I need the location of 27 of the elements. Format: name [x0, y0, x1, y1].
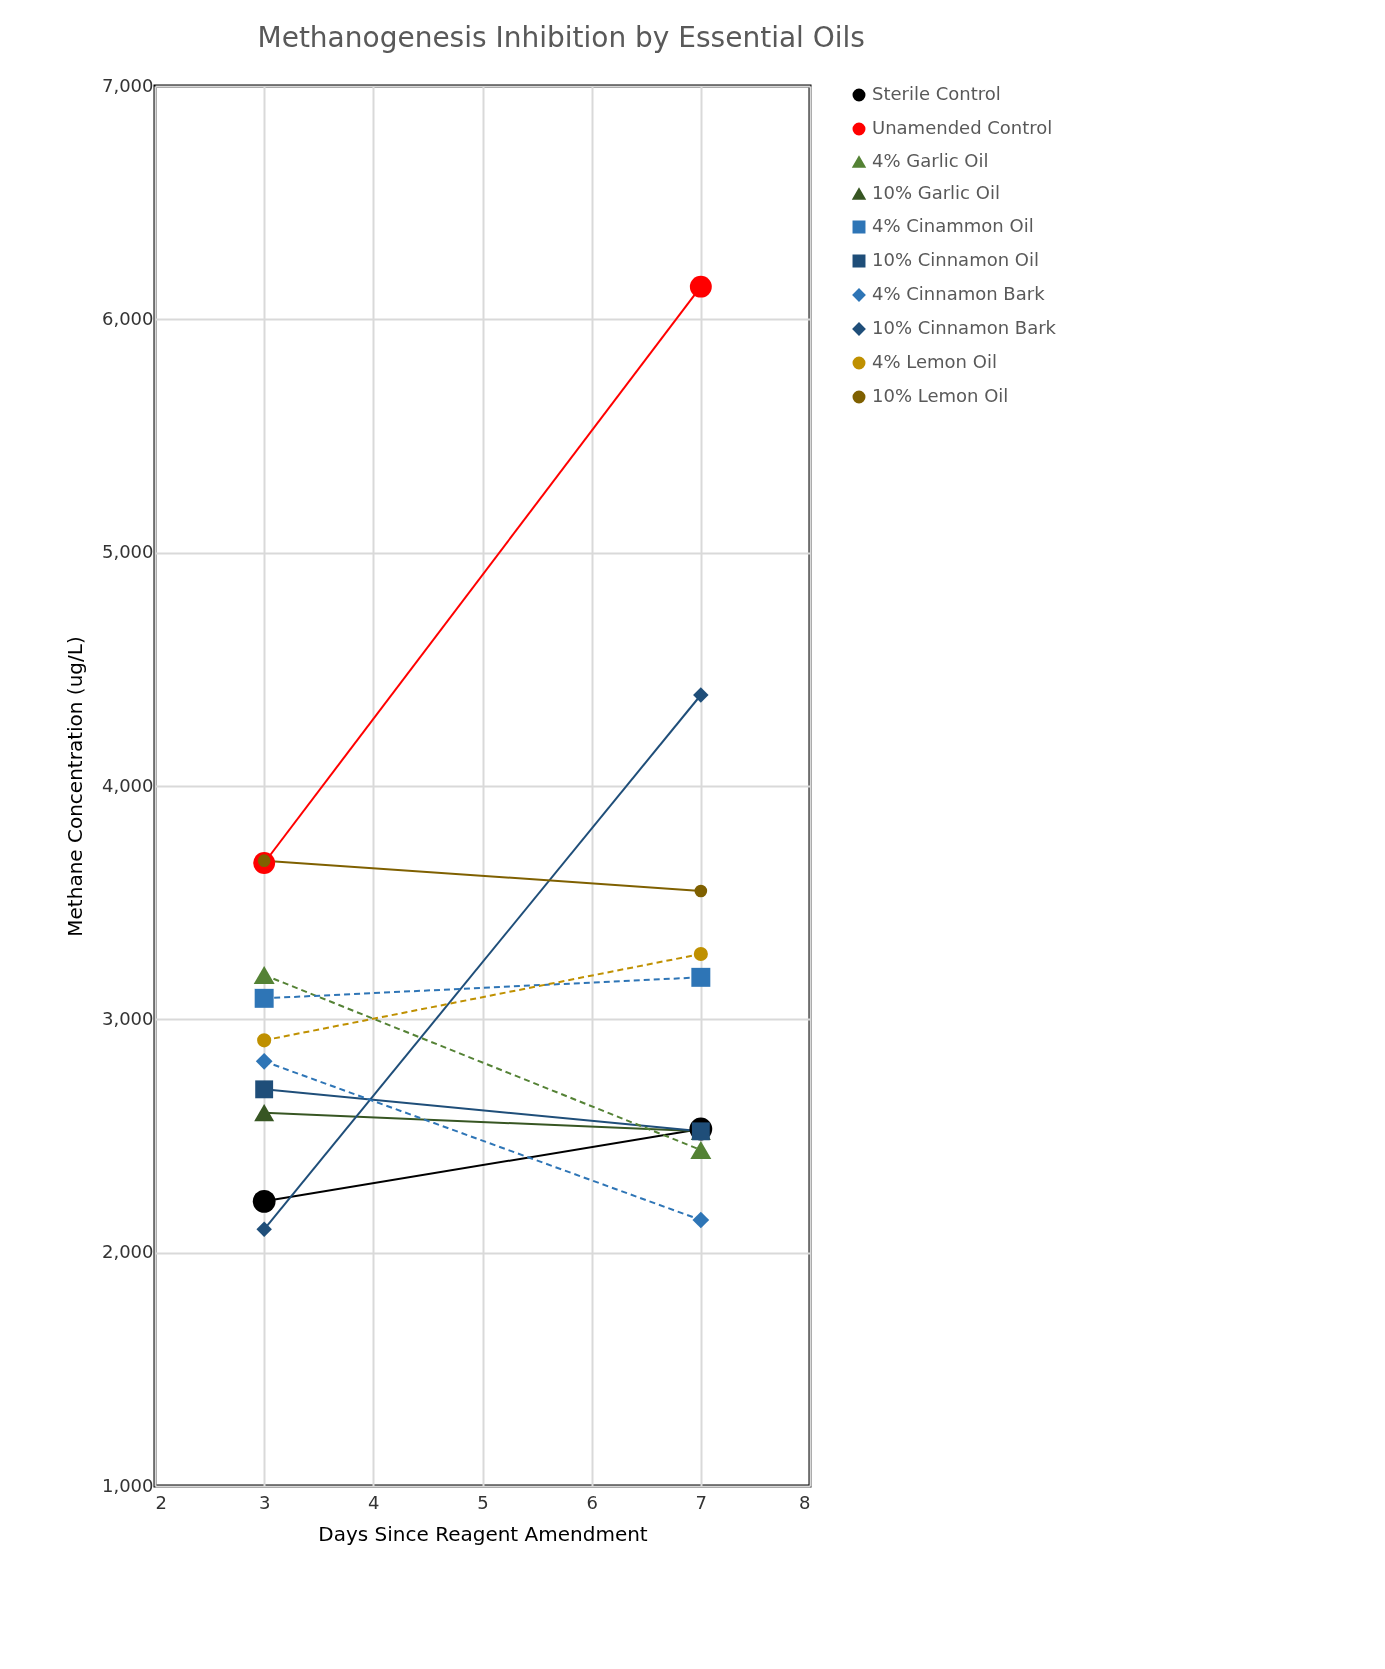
- legend-label: Unamended Control: [872, 117, 1053, 138]
- y-tick-label: 3,000: [101, 1007, 154, 1029]
- x-tick-label: 8: [799, 1491, 811, 1513]
- x-tick-label: 6: [586, 1491, 598, 1513]
- legend-label: 10% Lemon Oil: [872, 385, 1009, 406]
- x-axis-title: Days Since Reagent Amendment: [318, 1521, 648, 1546]
- y-tick-label: 7,000: [101, 74, 154, 96]
- legend-label: 10% Garlic Oil: [872, 182, 1000, 203]
- y-tick-label: 1,000: [101, 1474, 154, 1496]
- x-tick-label: 7: [695, 1491, 708, 1513]
- x-tick-label: 4: [368, 1491, 380, 1513]
- y-tick-label: 2,000: [101, 1241, 154, 1263]
- x-tick-label: 5: [477, 1491, 489, 1513]
- legend-label: 4% Cinnamon Bark: [872, 283, 1046, 304]
- legend-label: 4% Lemon Oil: [872, 351, 997, 372]
- legend-label: 4% Garlic Oil: [872, 150, 989, 171]
- legend-label: 4% Cinammon Oil: [872, 215, 1034, 236]
- legend-label: 10% Cinnamon Bark: [872, 317, 1057, 338]
- chart-title: Methanogenesis Inhibition by Essential Oils: [257, 21, 865, 54]
- legend-label: Sterile Control: [872, 83, 1001, 104]
- y-tick-label: 4,000: [101, 774, 154, 796]
- x-tick-label: 2: [155, 1491, 167, 1513]
- y-tick-label: 6,000: [101, 307, 154, 329]
- legend-label: 10% Cinnamon Oil: [872, 249, 1039, 270]
- x-tick-label: 3: [258, 1491, 271, 1513]
- y-axis-title: Methane Concentration (ug/L): [62, 636, 87, 937]
- y-tick-label: 5,000: [101, 541, 154, 563]
